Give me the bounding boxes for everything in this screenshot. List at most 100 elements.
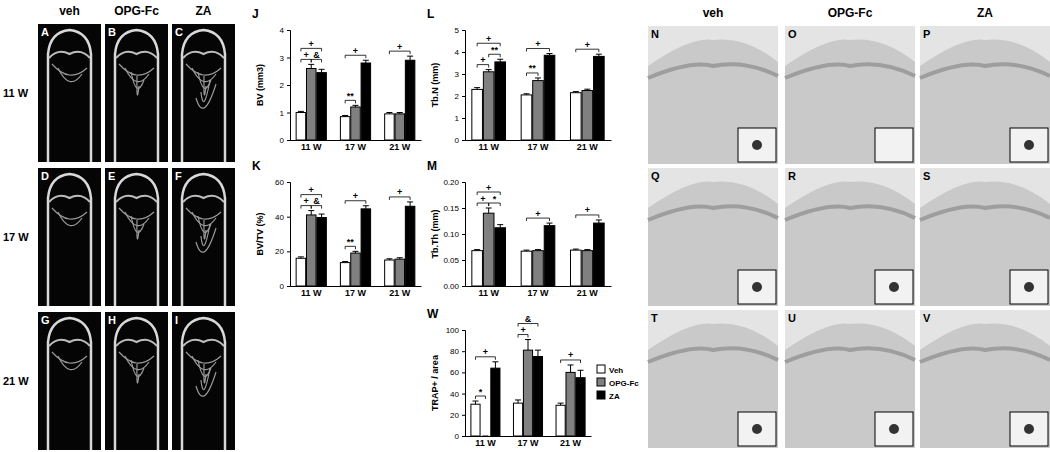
x-tick-label: 21 W [577, 142, 599, 152]
bar [317, 73, 327, 140]
annotations: *++&+ [475, 314, 580, 399]
histology-image: P [920, 26, 1050, 164]
trabecula [52, 64, 87, 75]
y-tick-mark [462, 208, 465, 209]
inset [875, 412, 913, 446]
inset [738, 412, 776, 446]
y-tick-label: 40 [450, 390, 459, 399]
x-tick-label: 11 W [301, 142, 322, 152]
y-tick: 20 [450, 411, 465, 420]
panel-letter: A [41, 26, 49, 38]
error-bar [523, 94, 529, 95]
trabecula [119, 352, 154, 363]
tissue [785, 323, 915, 448]
bone-outline [115, 318, 158, 450]
y-tick-label: 0.15 [443, 204, 459, 213]
y-tick: 0.20 [443, 178, 465, 187]
histology-image: S [920, 168, 1050, 306]
tissue [785, 39, 915, 164]
y-tick: 60 [275, 178, 290, 187]
error-bar [535, 350, 541, 356]
image-background [648, 26, 778, 164]
annotations: +*+++ [477, 183, 599, 222]
y-tick: 3 [280, 54, 290, 63]
growth-plate [49, 196, 90, 202]
x-tick-label: 21 W [560, 438, 582, 448]
x-tick: 17 W [345, 286, 367, 298]
bar [351, 107, 361, 140]
growth-plate [785, 64, 915, 78]
trabecula [186, 208, 221, 219]
error-bar [547, 54, 553, 56]
legend-label: OPG-Fc [609, 379, 639, 388]
bar [495, 228, 506, 286]
y-tick-label: 20 [275, 247, 284, 256]
panel-letter: Q [651, 170, 660, 182]
bar [521, 95, 532, 140]
trabecula [58, 356, 82, 370]
trabecula [137, 220, 139, 239]
error-bar [482, 436, 488, 437]
inset [738, 270, 776, 304]
inset [875, 270, 913, 304]
bar [296, 258, 306, 286]
y-tick: 0.15 [443, 204, 465, 213]
tissue [920, 39, 1050, 164]
error-bar [308, 64, 314, 68]
x-tick: 21 W [389, 140, 411, 152]
trabecula [201, 368, 210, 390]
y-tick-mark [462, 330, 465, 331]
image-background [648, 310, 778, 448]
bar [340, 117, 350, 140]
error-bar [497, 225, 503, 228]
ct-image: I [172, 312, 235, 450]
y-tick-mark [287, 217, 290, 218]
y-tick-label: 1 [455, 114, 460, 123]
x-axis: 11 W17 W21 W [466, 436, 592, 448]
y-tick-label: 60 [450, 368, 459, 377]
tissue [648, 181, 778, 306]
bar [472, 89, 483, 140]
image-background [38, 168, 101, 306]
error-bar [397, 258, 403, 259]
inset-cell [752, 282, 762, 292]
significance-label: ** [529, 63, 537, 73]
significance-label: + [480, 194, 485, 204]
panel-letter: B [108, 26, 116, 38]
significance-label: & [313, 50, 320, 60]
y-axis: 012345 [455, 26, 466, 145]
bar [395, 259, 405, 286]
error-bar [535, 250, 541, 251]
annotations: +&**+++ [301, 39, 410, 103]
y-tick-mark [287, 251, 290, 252]
y-tick: 0 [280, 136, 290, 145]
significance-label: + [535, 39, 540, 49]
bar [361, 63, 371, 140]
bar [495, 62, 506, 140]
significance-label: * [493, 194, 497, 204]
panel-letter: C [175, 26, 183, 38]
legend-label: Veh [609, 366, 623, 375]
y-tick-mark [462, 182, 465, 183]
histology-image: U [785, 310, 915, 448]
inset-cell [889, 282, 899, 292]
legend-label: ZA [609, 392, 620, 401]
y-tick: 100 [446, 326, 465, 335]
error-bar [568, 365, 574, 372]
y-axis-title: BV (mm3) [255, 64, 265, 106]
plot-area: 02040608010011 W17 W21 WTRAP+ / area*++&… [430, 314, 592, 448]
image-background [920, 26, 1050, 164]
ct-image: C [172, 24, 235, 162]
marks [296, 56, 415, 140]
bar [306, 69, 316, 141]
error-bar [573, 92, 579, 93]
y-tick: 40 [450, 390, 465, 399]
image-background [38, 24, 101, 162]
y-tick-mark [462, 260, 465, 261]
bar [296, 113, 306, 141]
bar [405, 60, 415, 140]
error-bar [407, 202, 413, 206]
column-header: veh [703, 6, 724, 20]
y-tick-mark [287, 140, 290, 141]
significance-label: + [585, 40, 590, 50]
